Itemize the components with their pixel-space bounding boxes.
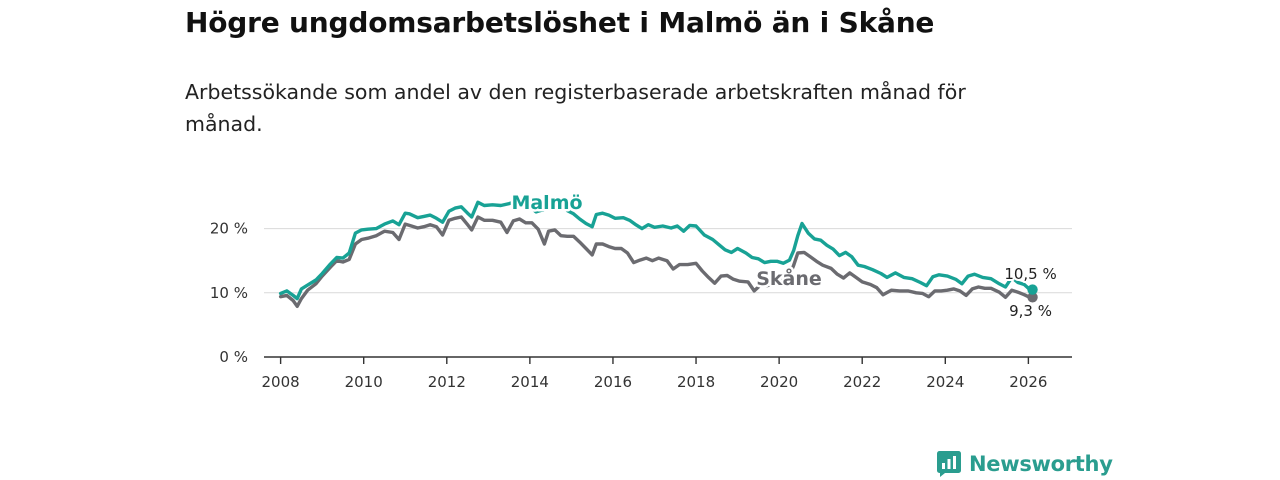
series-labels: Malmö Skåne 10,5 % 9,3 % [509, 190, 1059, 323]
newsworthy-brand: Newsworthy [937, 449, 1113, 479]
series-line-malmo [278, 199, 1035, 301]
series-lines [278, 199, 1038, 308]
newsworthy-logo-icon [937, 451, 961, 477]
end-dot-malmo [1027, 284, 1038, 295]
chart-title: Högre ungdomsarbetslöshet i Malmö än i S… [185, 6, 935, 39]
x-tick-label: 2024 [926, 373, 964, 391]
x-tick-label: 2026 [1009, 373, 1047, 391]
chart-subtitle: Arbetssökande som andel av den registerb… [185, 80, 966, 136]
end-value-label-malmo: 10,5 % [1004, 265, 1056, 283]
x-tick-label: 2018 [677, 373, 715, 391]
x-tick-label: 2016 [594, 373, 632, 391]
series-line-skane [278, 215, 1035, 308]
end-dot-skane [1027, 292, 1038, 303]
x-tick-label: 2020 [760, 373, 798, 391]
x-tick-label: 2022 [843, 373, 881, 391]
y-tick-label: 10 % [210, 284, 248, 302]
x-tick-label: 2014 [511, 373, 549, 391]
y-tick-label: 20 % [210, 220, 248, 238]
brand-name: Newsworthy [969, 452, 1113, 476]
x-tick-label: 2008 [262, 373, 300, 391]
y-tick-label: 0 % [219, 348, 248, 366]
axes: 0 % 10 % 20 % 2008 2010 2012 2014 2016 2018 2020 2… [210, 220, 1072, 391]
series-label-malmo: Malmö [511, 192, 582, 214]
x-tick-label: 2010 [345, 373, 383, 391]
series-label-skane: Skåne [756, 266, 822, 290]
x-tick-label: 2012 [428, 373, 466, 391]
end-value-label-skane: 9,3 % [1009, 302, 1052, 320]
